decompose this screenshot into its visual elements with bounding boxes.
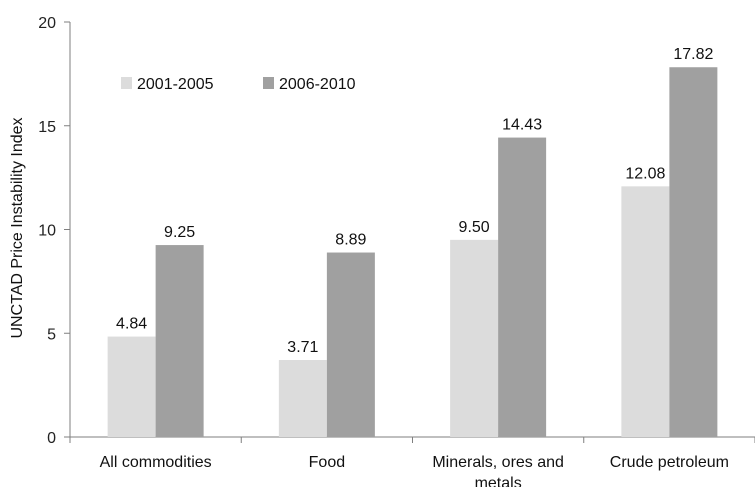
bar (107, 336, 156, 437)
bar (669, 67, 718, 438)
bar (326, 252, 375, 437)
x-category-label: All commodities (100, 454, 212, 471)
data-label: 4.84 (116, 316, 147, 333)
bar (621, 186, 670, 437)
y-tick-label: 15 (38, 119, 56, 136)
data-label: 3.71 (287, 339, 318, 356)
legend-swatch (121, 77, 132, 89)
legend: 2001-2005 2006-2010 (121, 76, 356, 93)
data-labels: 4.84 3.71 9.50 12.08 9.25 8.89 14.43 17.82 (116, 46, 713, 356)
data-label: 14.43 (502, 117, 542, 134)
bar (498, 137, 547, 437)
x-axis: All commodities Food Minerals, ores and met… (69, 436, 755, 487)
y-tick-label: 5 (47, 326, 56, 343)
y-axis: 0 5 10 15 20 (38, 15, 71, 447)
legend-label: 2006-2010 (279, 76, 356, 93)
bar (450, 239, 499, 437)
legend-swatch (263, 77, 274, 89)
x-category-label: Crude petroleum (610, 454, 729, 471)
y-tick-label: 20 (38, 15, 56, 32)
x-category-label: Minerals, ores and metals (432, 454, 564, 487)
data-label: 9.25 (164, 224, 195, 241)
data-label: 9.50 (459, 219, 490, 236)
data-label: 8.89 (335, 232, 366, 249)
y-axis-title: UNCTAD Price Instability Index (9, 117, 26, 338)
y-tick-label: 10 (38, 223, 56, 240)
bar (278, 360, 327, 437)
bar (155, 245, 204, 437)
x-category-label: Food (309, 454, 345, 471)
y-tick-label: 0 (47, 430, 56, 447)
data-label: 12.08 (625, 165, 665, 182)
bar-series (107, 67, 718, 438)
data-label: 17.82 (673, 46, 713, 63)
legend-label: 2001-2005 (137, 76, 214, 93)
